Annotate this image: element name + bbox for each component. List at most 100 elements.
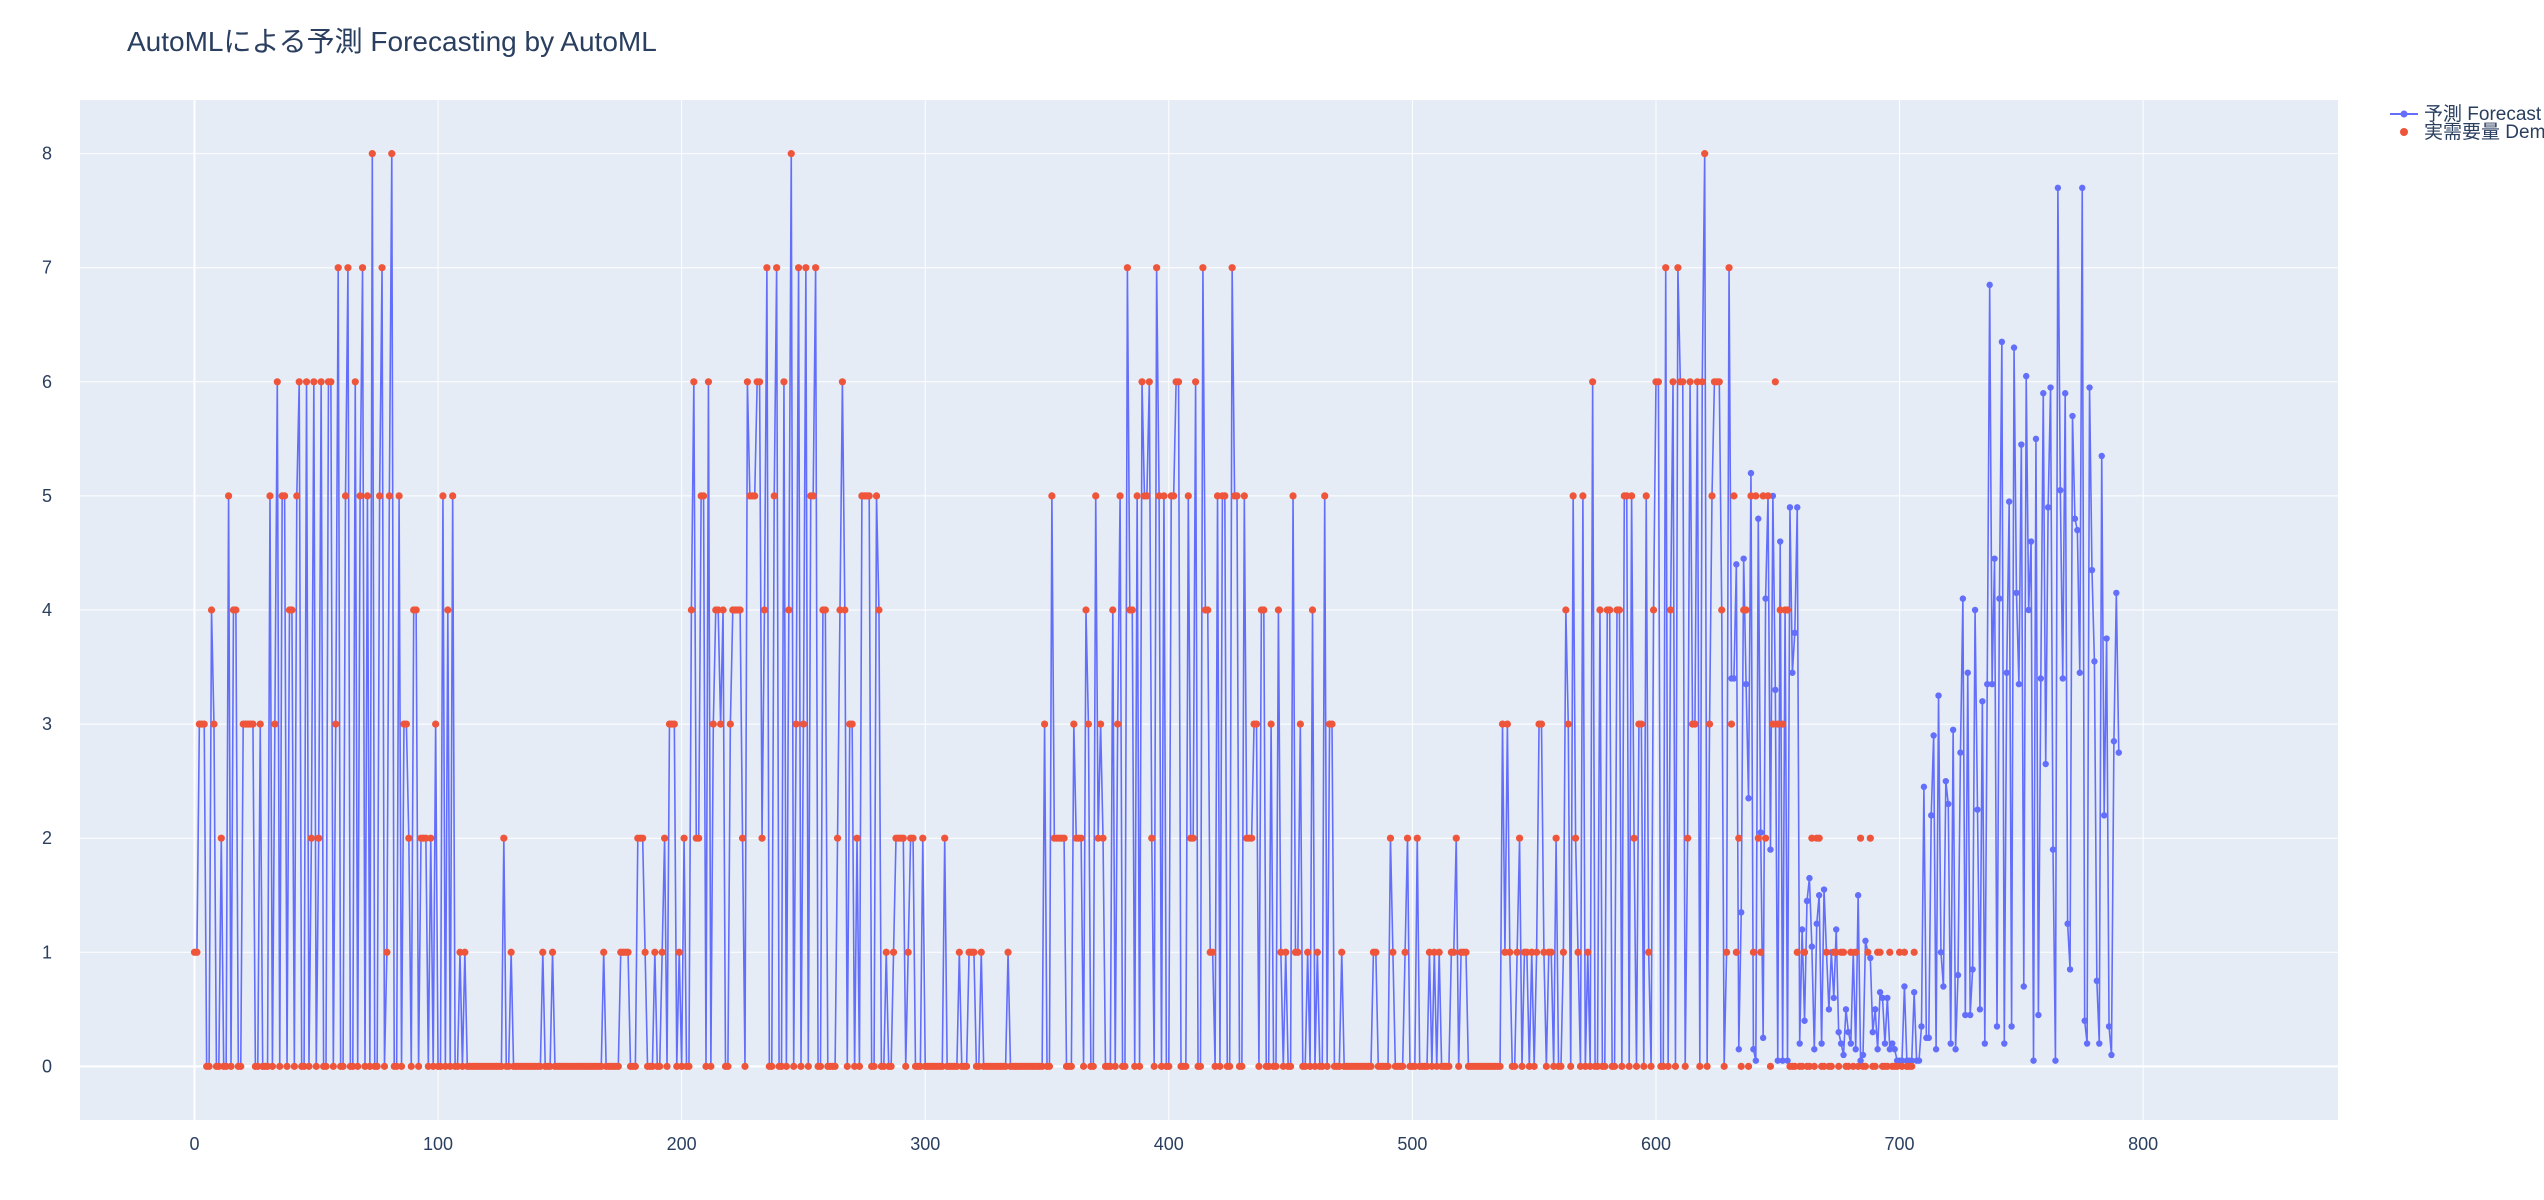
forecast-point (2076, 669, 2083, 676)
demand-point (293, 492, 301, 500)
demand-point (1515, 834, 1524, 842)
forecast-point (2042, 760, 2049, 768)
demand-point (641, 948, 649, 956)
forecast-point (1745, 795, 1752, 802)
demand-point (312, 1062, 320, 1070)
forecast-point (1910, 989, 1918, 996)
demand-point (1674, 264, 1682, 272)
demand-point (904, 948, 912, 956)
demand-point (831, 1062, 839, 1070)
forecast-point (1750, 1046, 1757, 1053)
demand-point (899, 834, 907, 842)
demand-point (322, 1062, 330, 1070)
demand-point (909, 834, 917, 842)
forecast-point (1908, 1057, 1915, 1064)
demand-point (1866, 834, 1874, 842)
forecast-point (1915, 1057, 1923, 1064)
forecast-point (1789, 669, 1796, 676)
forecast-point (1735, 1046, 1742, 1053)
demand-point (853, 834, 861, 842)
demand-point (1754, 834, 1762, 842)
demand-point (200, 720, 208, 728)
demand-point (378, 264, 386, 272)
demand-point (1462, 948, 1470, 956)
demand-point (407, 1062, 415, 1070)
legend[interactable]: 予測 Forecast 実需要量 Demand (2390, 103, 2544, 143)
forecast-point (2091, 658, 2098, 665)
demand-point (631, 1062, 639, 1070)
demand-point (1077, 834, 1085, 842)
forecast-point (2005, 498, 2013, 505)
forecast-point (1884, 994, 1891, 1002)
demand-point (1630, 834, 1638, 842)
demand-point (658, 948, 666, 956)
forecast-point (1891, 1046, 1898, 1053)
demand-point (773, 264, 781, 272)
demand-point (1070, 720, 1078, 728)
forecast-point (1820, 886, 1828, 893)
demand-point (855, 1062, 864, 1070)
forecast-point (1986, 281, 1993, 289)
forecast-point (2066, 966, 2074, 973)
demand-point (1886, 948, 1894, 956)
demand-point (1640, 1062, 1648, 1070)
forecast-point (1840, 1051, 1847, 1059)
demand-point (271, 720, 279, 728)
demand-point (1252, 720, 1261, 728)
demand-point (751, 492, 759, 500)
demand-point (1800, 948, 1809, 956)
forecast-point (2086, 384, 2093, 391)
demand-point (427, 834, 435, 842)
demand-point (332, 720, 340, 728)
demand-point (709, 720, 717, 728)
forecast-point (1811, 1046, 1818, 1053)
forecast-point (1852, 1046, 1859, 1053)
demand-point (210, 720, 218, 728)
forecast-point (2115, 749, 2122, 756)
demand-point (1615, 606, 1624, 614)
forecast-point (1971, 606, 1979, 614)
y-tick-label: 5 (42, 486, 52, 506)
demand-point (363, 492, 372, 500)
forecast-point (1925, 1034, 1932, 1042)
forecast-point (1991, 555, 1998, 562)
demand-point (1272, 1062, 1280, 1070)
legend-item-demand[interactable]: 実需要量 Demand (2400, 121, 2544, 143)
forecast-point (1872, 1006, 1879, 1013)
demand-point (307, 834, 315, 842)
forecast-point (1752, 1057, 1760, 1064)
demand-point (1282, 948, 1290, 956)
demand-point (295, 378, 303, 386)
y-tick-label: 0 (42, 1056, 52, 1076)
demand-point (539, 948, 547, 956)
legend-item-forecast[interactable]: 予測 Forecast (2390, 103, 2542, 125)
demand-point (1686, 378, 1694, 386)
forecast-point (2100, 812, 2108, 819)
demand-point (1835, 1062, 1843, 1070)
demand-point (797, 1062, 805, 1070)
demand-point (1338, 948, 1346, 956)
demand-point (1537, 720, 1546, 728)
demand-point (841, 606, 849, 614)
demand-point (1827, 1062, 1835, 1070)
demand-point (1204, 606, 1212, 614)
demand-point (1562, 606, 1570, 614)
demand-point (963, 1062, 971, 1070)
forecast-point (1747, 469, 1755, 477)
forecast-point (1762, 595, 1769, 602)
forecast-point (2037, 675, 2045, 682)
forecast-point (1740, 555, 1747, 562)
forecast-point (1886, 1046, 1894, 1053)
demand-point (1649, 606, 1658, 614)
demand-point (1228, 264, 1236, 272)
demand-point (1165, 1062, 1173, 1070)
forecast-point (2103, 635, 2110, 642)
demand-point (305, 1062, 313, 1070)
forecast-point (2013, 589, 2020, 597)
demand-point (1900, 948, 1909, 956)
demand-point (889, 948, 898, 956)
forecast-point (2049, 846, 2057, 853)
demand-point (256, 720, 264, 728)
demand-point (439, 492, 447, 500)
forecast-point (1808, 943, 1816, 950)
